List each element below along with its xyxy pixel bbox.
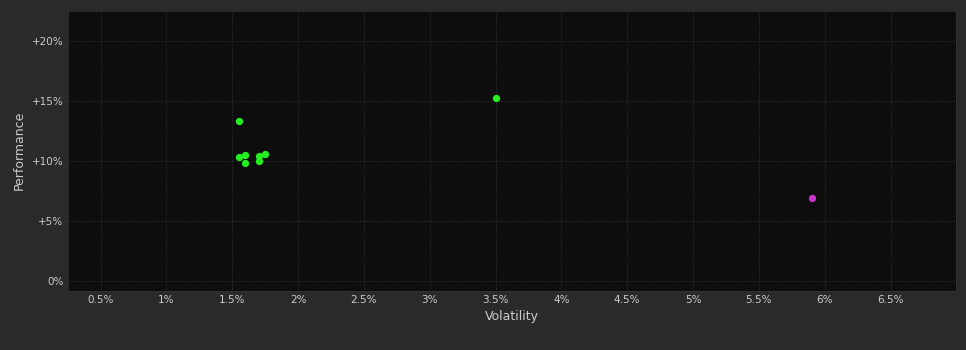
- Point: [238, 152, 253, 158]
- Point: [804, 195, 819, 201]
- Point: [488, 96, 503, 101]
- Point: [257, 151, 272, 156]
- Y-axis label: Performance: Performance: [14, 111, 26, 190]
- Point: [231, 118, 246, 124]
- X-axis label: Volatility: Volatility: [485, 310, 539, 323]
- Point: [231, 154, 246, 160]
- Point: [251, 153, 267, 159]
- Point: [251, 158, 267, 163]
- Point: [238, 160, 253, 166]
